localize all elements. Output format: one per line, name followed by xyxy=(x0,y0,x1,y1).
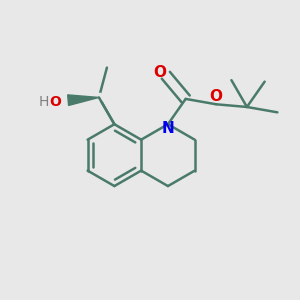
Text: O: O xyxy=(153,65,167,80)
Text: N: N xyxy=(162,121,174,136)
Polygon shape xyxy=(68,95,99,105)
Text: O: O xyxy=(210,89,223,104)
Text: H: H xyxy=(39,94,49,109)
Text: O: O xyxy=(49,94,61,109)
